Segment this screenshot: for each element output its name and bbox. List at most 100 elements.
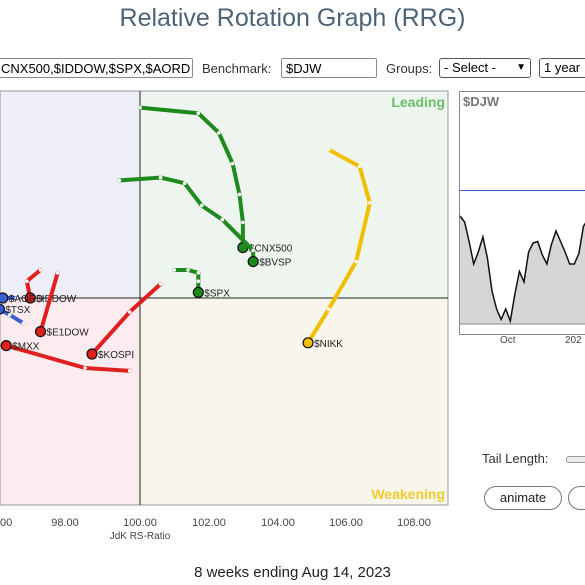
series-kospi[interactable]: $KOSPI <box>86 282 163 361</box>
period-select-value: 1 year <box>544 60 581 75</box>
tail-point <box>117 178 122 183</box>
series-spx[interactable]: $SPX <box>172 268 231 299</box>
tail-point <box>21 321 26 326</box>
tail-line <box>38 270 60 334</box>
x-tick-label: 00 <box>0 517 12 529</box>
chevron-down-icon: ▼ <box>516 62 526 73</box>
tail-point <box>357 164 362 169</box>
tail-point <box>158 175 163 180</box>
x-tick-label: 100.00 <box>123 517 157 529</box>
tail-point <box>220 217 225 222</box>
tail-point <box>55 271 60 275</box>
tail-point <box>217 131 221 135</box>
series-head[interactable] <box>24 292 36 304</box>
footer-caption: 8 weeks ending Aug 14, 2023 <box>194 564 391 581</box>
series-bvsp[interactable]: $BVSP <box>117 175 292 269</box>
tail-point <box>7 313 12 317</box>
x-tick-labels: 00 98.00 100.00 102.00 104.00 106.00 108.00 <box>0 517 431 529</box>
x-tick-label: 108.00 <box>397 517 431 529</box>
series-head[interactable] <box>247 256 259 268</box>
leading-label: Leading <box>391 94 445 110</box>
series-label: $TSX <box>5 305 30 316</box>
x-tick-label: 102.00 <box>192 517 226 529</box>
series-e1dow[interactable]: $E1DOW <box>34 270 90 339</box>
series-mxx[interactable]: $MXX <box>0 340 132 373</box>
series-label: $IDDOW <box>36 294 77 305</box>
series-label: $KOSPI <box>98 350 134 361</box>
benchmark-chart-panel: $DJW Oct 202 <box>459 91 585 347</box>
groups-label: Groups: <box>386 61 433 76</box>
tail-length-slider[interactable] <box>566 456 585 463</box>
controls-bar: CNX500,$IDDOW,$SPX,$AORD Benchmark: $DJW… <box>0 57 585 81</box>
tail-point <box>199 203 204 208</box>
series-head[interactable] <box>0 340 12 352</box>
series-label: $SPX <box>204 288 230 299</box>
tail-point <box>368 201 372 205</box>
tail-point <box>172 268 177 272</box>
inset-x-axis-label-oct: Oct <box>500 335 516 346</box>
series-head[interactable] <box>0 292 9 304</box>
weakening-quadrant <box>140 298 448 505</box>
tail-point <box>196 271 201 275</box>
tail-point <box>241 220 245 225</box>
secondary-button[interactable] <box>568 486 585 510</box>
series-tsx[interactable]: $TSX <box>0 303 31 326</box>
series-label: $BVSP <box>259 258 292 269</box>
tail-point <box>251 248 255 253</box>
tail-point <box>38 268 43 272</box>
tail-length-label: Tail Length: <box>482 451 549 466</box>
tail-point <box>237 192 242 197</box>
tail-point <box>196 111 201 115</box>
tail-point <box>14 296 19 300</box>
series-head[interactable] <box>86 348 98 360</box>
quadrant-backgrounds <box>0 91 448 505</box>
leading-quadrant <box>140 91 448 298</box>
benchmark-input[interactable]: $DJW <box>281 58 377 78</box>
tail-point <box>326 307 331 312</box>
series-label: $AORD <box>9 294 43 305</box>
series-nikk[interactable]: $NIKK <box>302 147 372 350</box>
series-head[interactable] <box>302 337 314 349</box>
series-iddow[interactable]: $IDDOW <box>24 268 77 305</box>
tail-point <box>127 369 132 373</box>
x-tick-label: 106.00 <box>329 517 363 529</box>
series-head[interactable] <box>192 286 204 298</box>
tail-point <box>25 279 29 284</box>
x-tick-label: 98.00 <box>51 517 79 529</box>
rrg-tails: $CNX500 $BVSP $SPX $NIKK $IDDOW$AORD$TSX $E1D… <box>0 105 372 373</box>
symbols-input[interactable]: CNX500,$IDDOW,$SPX,$AORD <box>0 58 193 78</box>
series-label: $NIKK <box>314 339 343 350</box>
series-head[interactable] <box>34 326 47 338</box>
tail-point <box>326 147 331 152</box>
tail-point <box>158 282 163 286</box>
benchmark-line <box>459 215 585 324</box>
groups-select-value: - Select - <box>444 60 497 75</box>
series-aord[interactable]: $AORD <box>0 292 43 305</box>
x-tick-label: 104.00 <box>261 517 295 529</box>
benchmark-area <box>460 216 585 324</box>
weakening-label: Weakening <box>371 486 445 502</box>
improving-quadrant <box>0 91 140 298</box>
tail-point <box>354 259 358 264</box>
inset-x-axis-label-year: 202 <box>565 335 582 346</box>
benchmark-label: Benchmark: <box>202 61 272 76</box>
animate-button[interactable]: animate <box>484 486 562 510</box>
tail-point <box>138 105 142 110</box>
groups-select[interactable]: - Select - ▼ <box>439 58 531 78</box>
period-select[interactable]: 1 year <box>539 58 585 78</box>
series-label: $MXX <box>12 342 40 353</box>
benchmark-line-chart: $DJW Oct 202 <box>459 94 585 347</box>
tail-point <box>182 181 187 185</box>
series-head[interactable] <box>0 303 5 315</box>
tail-point <box>83 366 87 370</box>
series-label: $CNX500 <box>249 244 293 255</box>
page-title: Relative Rotation Graph (RRG) <box>119 4 466 32</box>
tail-point <box>127 310 132 314</box>
tail-point <box>196 279 201 284</box>
tail-line <box>306 147 372 345</box>
benchmark-chart-title: $DJW <box>463 94 500 109</box>
tail-point <box>186 268 190 272</box>
tail-point <box>230 161 235 166</box>
lagging-quadrant <box>0 298 140 505</box>
